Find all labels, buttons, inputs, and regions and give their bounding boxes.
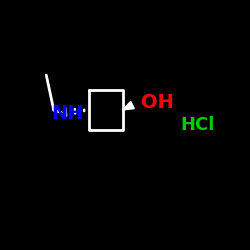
Text: NH: NH: [51, 104, 84, 123]
Text: OH: OH: [141, 93, 174, 112]
Polygon shape: [122, 102, 134, 110]
Text: HCl: HCl: [180, 116, 214, 134]
